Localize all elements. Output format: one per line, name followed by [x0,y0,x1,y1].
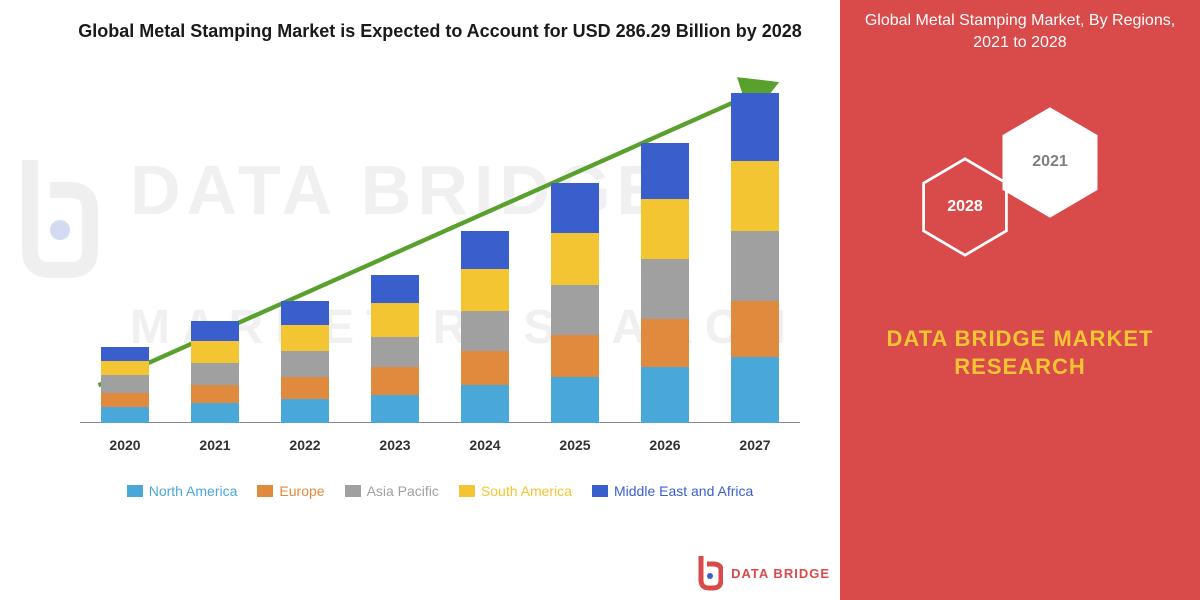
side-panel: Global Metal Stamping Market, By Regions… [840,0,1200,600]
brand-line2: RESEARCH [860,353,1180,382]
bar-segment [641,319,689,367]
year-label: 2026 [649,437,680,453]
bar-segment [101,393,149,407]
logo-text: DATA BRIDGE [731,566,830,581]
legend-item: Middle East and Africa [592,483,753,499]
bar-segment [641,199,689,259]
bar-segment [641,367,689,423]
bars-container: 2020 2021 2022 2023 2024 2025 2026 2027 [70,63,810,423]
legend-swatch [127,485,143,497]
bar-column: 2023 [365,275,425,423]
bar-column: 2020 [95,347,155,423]
bar-segment [191,341,239,363]
hex-label-2028: 2028 [947,198,983,216]
bar-segment [371,303,419,337]
bar-segment [731,161,779,231]
year-label: 2027 [739,437,770,453]
bar-segment [551,183,599,233]
legend-item: North America [127,483,238,499]
bar-segment [731,301,779,357]
bar-segment [101,407,149,423]
bar-segment [641,143,689,199]
bar-column: 2021 [185,321,245,423]
year-label: 2021 [199,437,230,453]
legend-label: Middle East and Africa [614,483,753,499]
bar-stack [641,143,689,423]
main-container: DATA BRIDGE MARKET RESEARCH Global Metal… [0,0,1200,600]
bar-column: 2024 [455,231,515,423]
bar-segment [281,377,329,399]
bar-segment [281,301,329,325]
bar-segment [461,385,509,423]
bar-stack [281,301,329,423]
bar-segment [641,259,689,319]
legend-label: North America [149,483,238,499]
hexagon-2021: 2021 [1000,105,1100,220]
bar-segment [281,399,329,423]
bottom-logo: DATA BRIDGE [695,554,830,592]
bar-segment [731,357,779,423]
side-title: Global Metal Stamping Market, By Regions… [860,10,1180,55]
legend-label: Asia Pacific [367,483,439,499]
legend: North America Europe Asia Pacific South Ame… [60,483,820,499]
bar-segment [461,231,509,269]
bar-segment [281,325,329,351]
legend-swatch [459,485,475,497]
year-label: 2025 [559,437,590,453]
bar-column: 2025 [545,183,605,423]
bar-segment [551,233,599,285]
bar-segment [731,231,779,301]
legend-item: Europe [257,483,324,499]
hexagon-2028: 2028 [920,155,1010,259]
year-label: 2020 [109,437,140,453]
chart-title: Global Metal Stamping Market is Expected… [60,20,820,43]
hex-label-2021: 2021 [1032,153,1068,171]
hexagons: 2028 2021 [860,85,1180,285]
bar-segment [461,269,509,311]
bar-segment [551,377,599,423]
year-label: 2022 [289,437,320,453]
legend-swatch [592,485,608,497]
bar-segment [101,347,149,361]
bar-segment [191,403,239,423]
logo-icon [695,554,723,592]
bar-stack [731,93,779,423]
legend-swatch [345,485,361,497]
bar-stack [101,347,149,423]
bar-segment [101,361,149,375]
bar-segment [191,363,239,385]
bar-stack [371,275,419,423]
year-label: 2024 [469,437,500,453]
legend-swatch [257,485,273,497]
bar-stack [461,231,509,423]
year-label: 2023 [379,437,410,453]
legend-label: Europe [279,483,324,499]
chart-area: 2020 2021 2022 2023 2024 2025 2026 2027 [70,63,810,463]
bar-column: 2026 [635,143,695,423]
bar-segment [191,385,239,403]
bar-segment [731,93,779,161]
bar-segment [371,337,419,367]
brand-text: DATA BRIDGE MARKET RESEARCH [860,325,1180,382]
bar-segment [191,321,239,341]
legend-label: South America [481,483,572,499]
legend-item: Asia Pacific [345,483,439,499]
bar-segment [551,335,599,377]
bar-segment [551,285,599,335]
bar-segment [101,375,149,393]
chart-panel: DATA BRIDGE MARKET RESEARCH Global Metal… [0,0,840,600]
legend-item: South America [459,483,572,499]
bar-segment [461,311,509,351]
bar-column: 2022 [275,301,335,423]
bar-column: 2027 [725,93,785,423]
bar-segment [461,351,509,385]
bar-segment [371,275,419,303]
brand-line1: DATA BRIDGE MARKET [860,325,1180,354]
bar-stack [191,321,239,423]
bar-segment [371,367,419,395]
bar-segment [281,351,329,377]
bar-stack [551,183,599,423]
bar-segment [371,395,419,423]
